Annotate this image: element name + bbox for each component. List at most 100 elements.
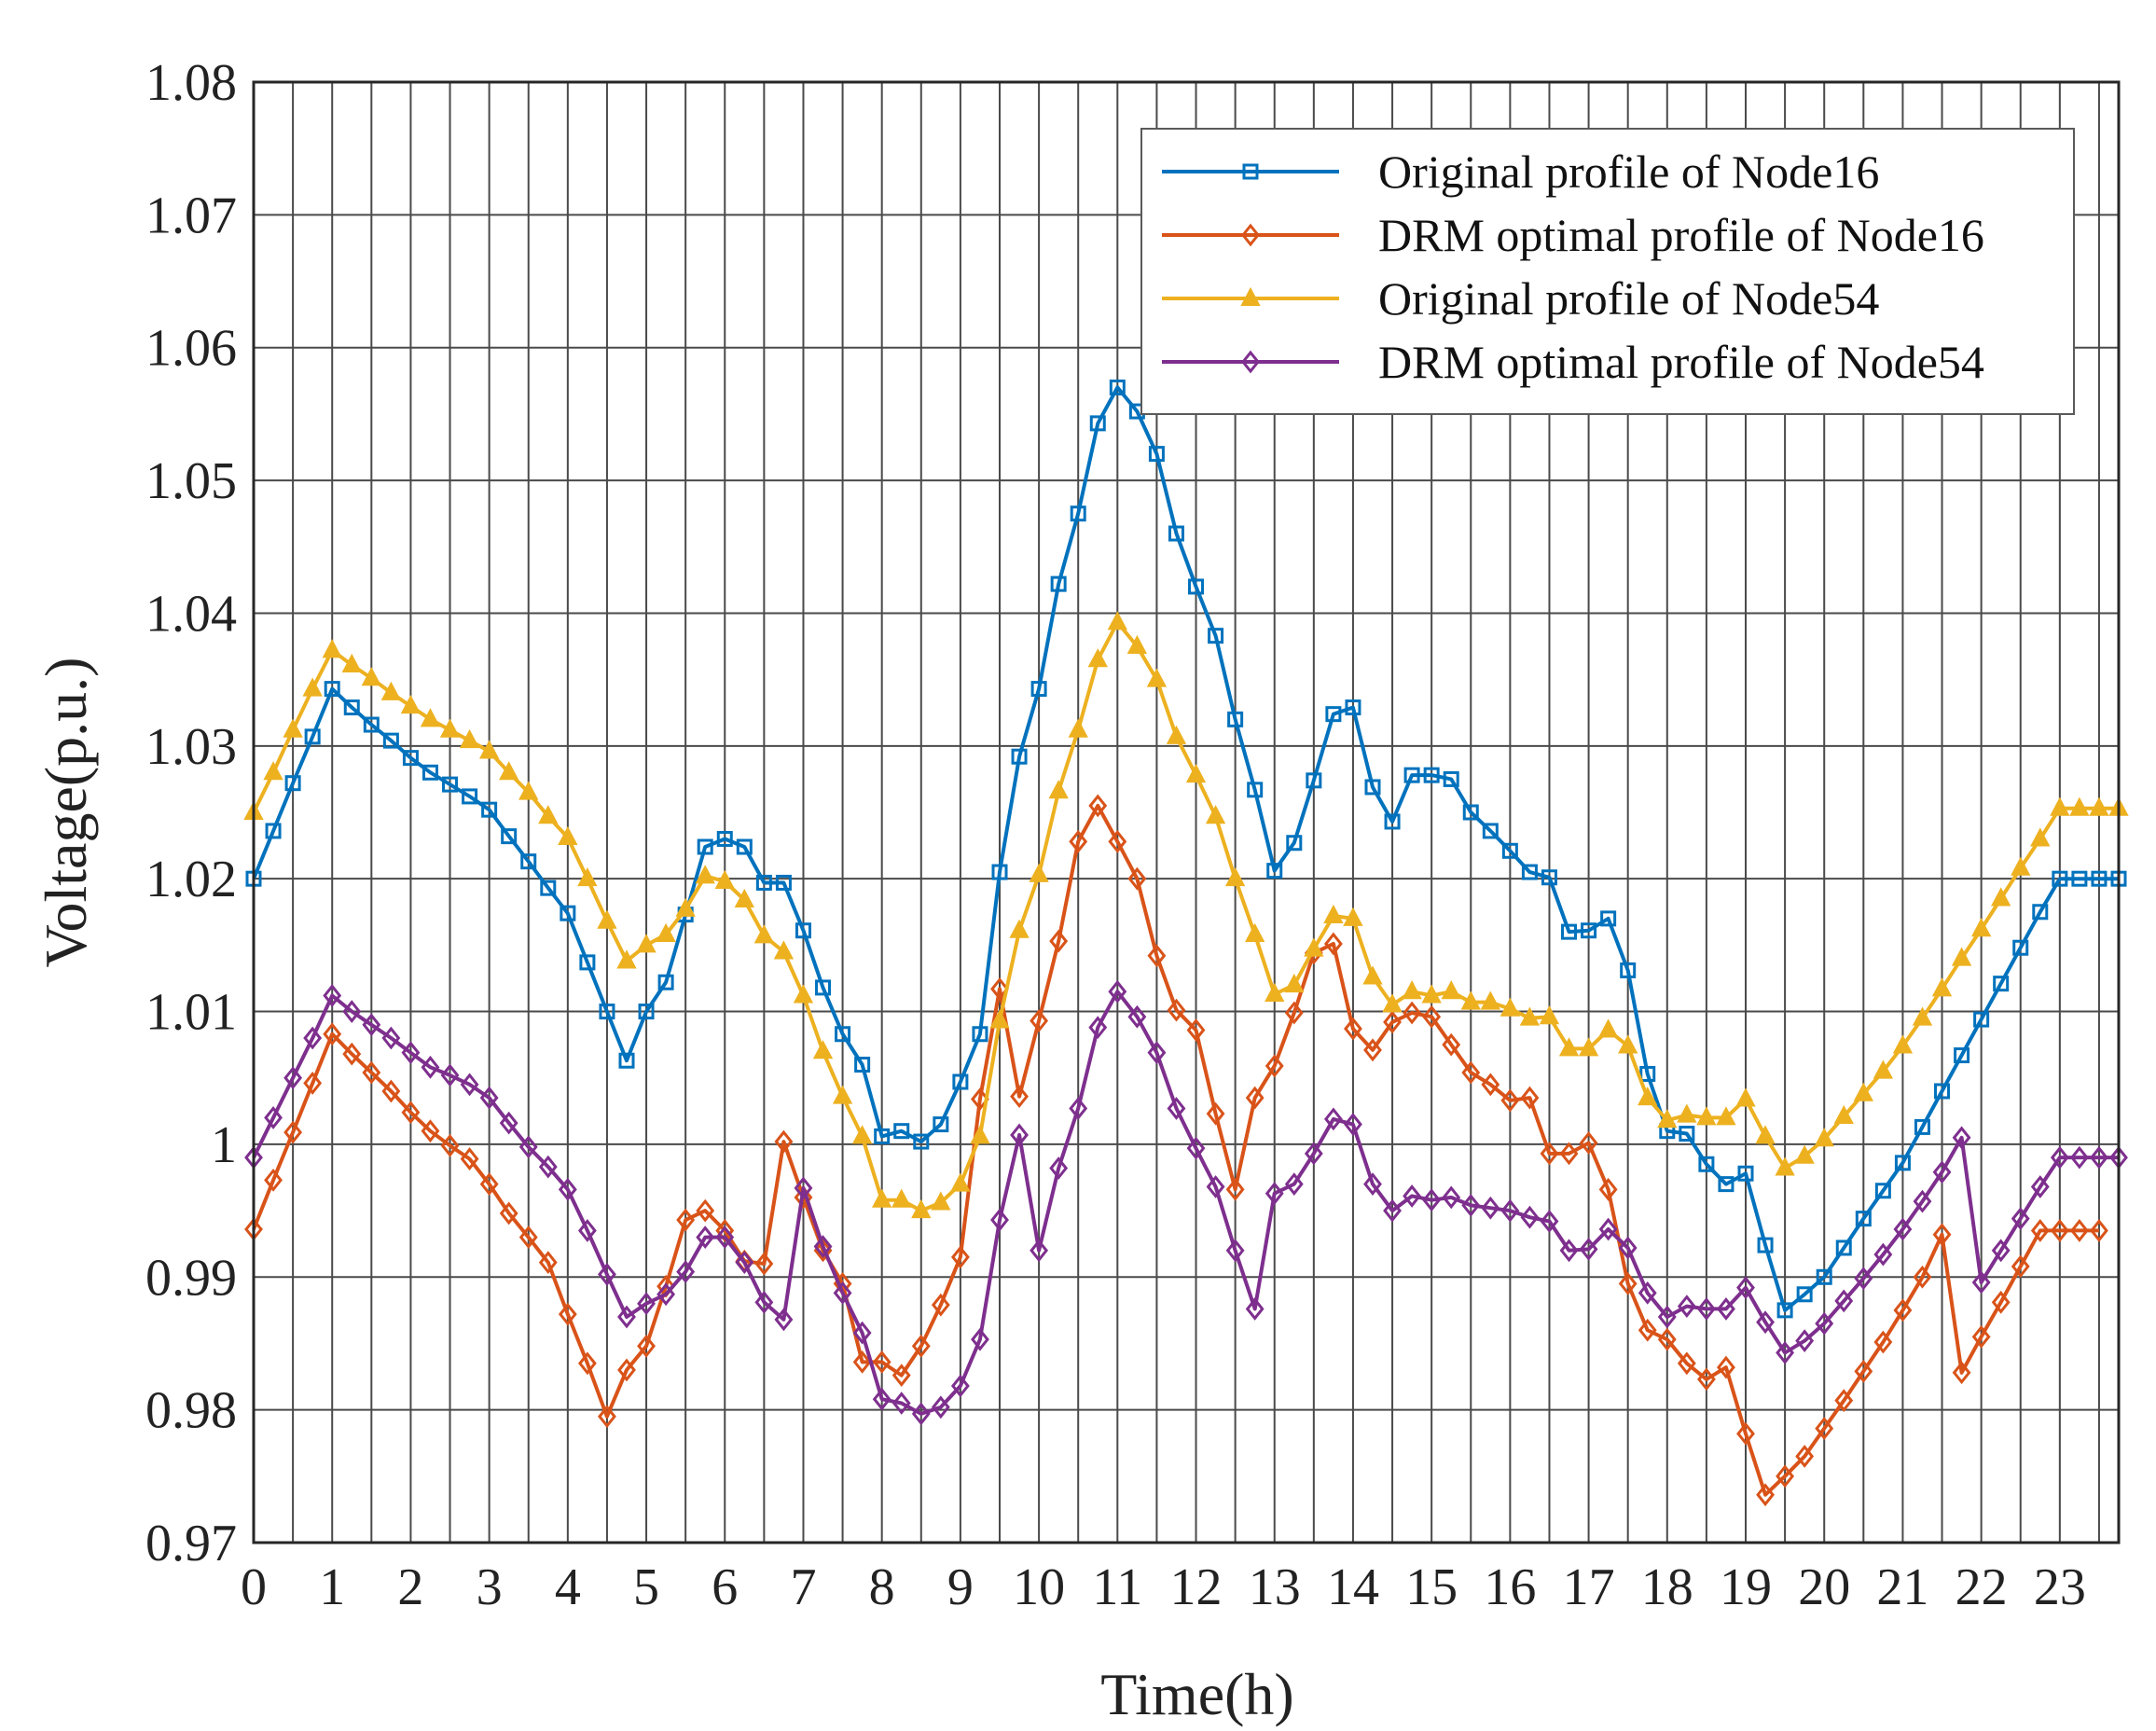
data-point xyxy=(342,1000,362,1023)
data-point xyxy=(970,1125,990,1144)
data-point xyxy=(1284,973,1305,993)
data-point xyxy=(1009,919,1030,938)
data-point xyxy=(1069,829,1088,853)
data-point xyxy=(1208,628,1224,644)
data-point xyxy=(1618,1271,1638,1295)
data-point xyxy=(439,718,461,738)
data-point xyxy=(381,1026,401,1050)
data-point xyxy=(1776,1302,1793,1319)
data-point xyxy=(1442,1185,1461,1210)
legend-entry: DRM optimal profile of Node54 xyxy=(1162,336,1984,388)
data-point xyxy=(1756,1310,1775,1335)
data-point xyxy=(1991,1290,2011,1314)
data-point xyxy=(1186,1136,1206,1160)
data-point xyxy=(1873,1330,1893,1354)
data-point xyxy=(1344,1017,1362,1041)
data-point xyxy=(1696,1106,1717,1126)
data-point xyxy=(1597,1018,1619,1038)
y-tick-label: 0.99 xyxy=(145,1249,237,1307)
data-point xyxy=(950,1374,970,1398)
data-point xyxy=(1893,1217,1913,1241)
data-point xyxy=(854,1056,871,1073)
data-point xyxy=(1971,1324,1991,1349)
legend-label: DRM optimal profile of Node16 xyxy=(1378,209,1984,261)
data-point xyxy=(577,867,598,887)
data-point xyxy=(1206,1101,1225,1126)
data-point xyxy=(676,1260,696,1283)
data-point xyxy=(813,1235,833,1258)
data-point xyxy=(1323,1107,1343,1131)
data-point xyxy=(1325,706,1342,723)
data-point xyxy=(1166,725,1187,744)
data-point xyxy=(1874,1183,1891,1199)
data-point xyxy=(1914,1118,1930,1135)
data-point xyxy=(558,1177,577,1201)
data-point xyxy=(1618,1236,1638,1260)
data-point xyxy=(1010,1123,1029,1147)
data-point xyxy=(852,1350,872,1374)
data-point xyxy=(697,838,713,855)
data-point xyxy=(735,1251,754,1275)
data-point xyxy=(1049,929,1069,953)
data-point xyxy=(1894,1155,1911,1171)
data-point xyxy=(598,1405,616,1429)
data-point xyxy=(481,801,498,818)
x-tick-label: 4 xyxy=(555,1558,581,1616)
data-point xyxy=(1345,699,1361,716)
data-point xyxy=(1127,1004,1147,1029)
data-point xyxy=(460,1147,479,1170)
data-point xyxy=(2050,1219,2069,1242)
data-point xyxy=(460,1073,479,1097)
data-point xyxy=(794,1176,813,1200)
data-point xyxy=(1323,932,1343,956)
legend-items: Original profile of Node16 DRM optimal pr… xyxy=(1162,145,1984,388)
data-point xyxy=(283,718,303,738)
data-point xyxy=(1383,1010,1402,1034)
data-point xyxy=(931,1395,950,1419)
data-point xyxy=(1482,823,1499,839)
data-point xyxy=(1598,1217,1618,1241)
data-point xyxy=(2050,1145,2069,1170)
data-point xyxy=(1402,980,1422,1000)
data-point xyxy=(597,909,617,929)
data-point xyxy=(1855,1211,1872,1227)
data-point xyxy=(872,1387,891,1411)
data-point xyxy=(1520,1205,1540,1229)
data-point xyxy=(1755,1125,1776,1144)
x-tick-label: 0 xyxy=(241,1558,267,1616)
data-point xyxy=(1540,1142,1559,1166)
series-layer xyxy=(243,379,2129,1507)
data-point xyxy=(540,879,557,896)
data-point xyxy=(1931,977,1953,997)
data-point xyxy=(1756,1483,1775,1507)
data-point xyxy=(1362,965,1383,985)
data-point xyxy=(1403,767,1420,783)
data-point xyxy=(323,984,342,1007)
x-tick-label: 5 xyxy=(633,1558,659,1616)
data-point xyxy=(1736,1276,1755,1300)
data-point xyxy=(400,694,422,714)
data-point xyxy=(2011,1207,2030,1231)
data-point xyxy=(1070,505,1086,522)
data-point xyxy=(1600,910,1617,927)
data-point xyxy=(1991,887,2011,907)
data-point xyxy=(518,781,539,800)
data-point xyxy=(1245,1086,1265,1110)
data-point xyxy=(696,1198,715,1223)
data-point xyxy=(1620,962,1637,978)
data-point xyxy=(1657,1305,1677,1329)
data-point xyxy=(774,1129,794,1154)
series-4 xyxy=(244,979,2128,1426)
x-tick-label: 12 xyxy=(1170,1558,1223,1616)
data-point xyxy=(1677,1351,1696,1376)
data-point xyxy=(1853,1082,1873,1101)
data-point xyxy=(538,1155,558,1179)
data-point xyxy=(499,761,519,781)
data-point xyxy=(1973,1011,1990,1028)
data-point xyxy=(617,1305,636,1329)
data-point xyxy=(637,1334,656,1358)
data-point xyxy=(1089,415,1106,432)
data-point xyxy=(1422,1004,1442,1029)
data-point xyxy=(2069,1219,2089,1242)
data-point xyxy=(793,984,814,1004)
